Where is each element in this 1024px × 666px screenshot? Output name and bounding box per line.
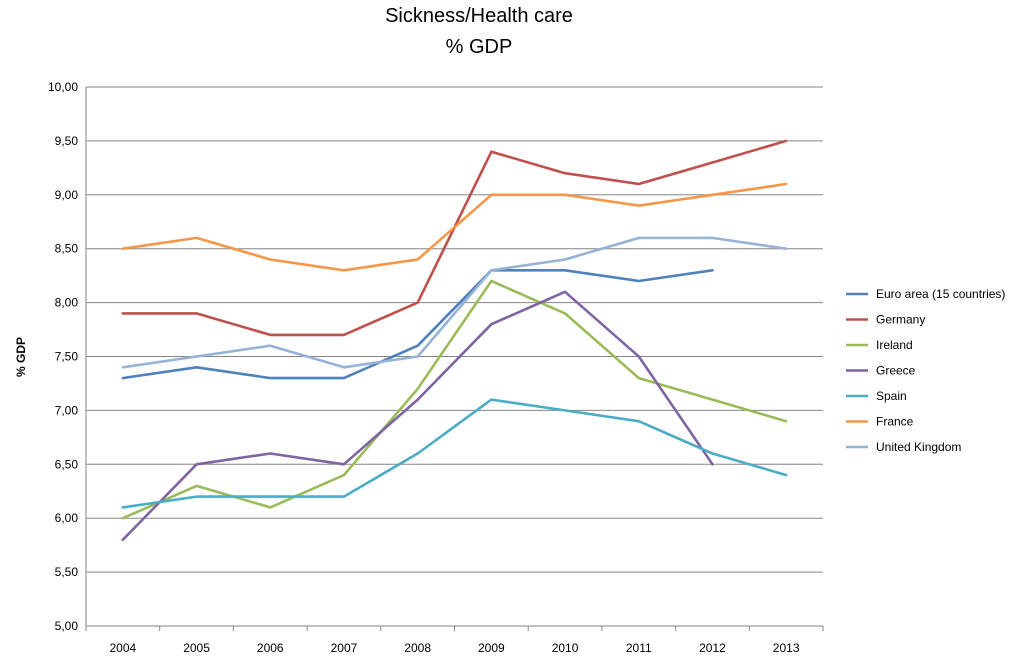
series-line <box>121 398 788 509</box>
x-tick-label: 2009 <box>478 641 505 655</box>
legend-label: Spain <box>876 389 907 403</box>
x-tick-label: 2007 <box>331 641 358 655</box>
legend-label: France <box>876 415 914 429</box>
legend-label: Euro area (15 countries) <box>876 287 1005 301</box>
y-tick-label: 9,50 <box>55 134 79 148</box>
y-tick-label: 9,00 <box>55 188 79 202</box>
series-line <box>121 236 788 369</box>
x-tick-label: 2013 <box>773 641 800 655</box>
y-tick-label: 5,00 <box>55 619 79 633</box>
y-axis-ticks: 5,00 5,50 6,00 6,50 7,00 7,50 8,00 8,50 9,00 9,50… <box>48 80 78 633</box>
legend-label: Germany <box>876 313 925 327</box>
x-tick-label: 2008 <box>404 641 431 655</box>
legend-label: Ireland <box>876 338 913 352</box>
y-tick-label: 8,50 <box>55 242 79 256</box>
legend: Euro area (15 countries) Germany Ireland Gr… <box>846 287 1005 454</box>
y-tick-label: 6,00 <box>55 511 79 525</box>
x-tick-label: 2012 <box>699 641 726 655</box>
x-tick-label: 2006 <box>257 641 284 655</box>
y-tick-label: 7,50 <box>55 350 79 364</box>
chart-title: Sickness/Health care <box>385 5 573 27</box>
legend-label: Greece <box>876 364 916 378</box>
series-line <box>121 279 788 520</box>
y-tick-label: 5,50 <box>55 565 79 579</box>
y-axis-label: % GDP <box>14 337 28 377</box>
series-line <box>121 290 714 542</box>
x-tick-label: 2004 <box>109 641 136 655</box>
y-tick-label: 8,00 <box>55 296 79 310</box>
y-tick-label: 7,00 <box>55 403 79 417</box>
legend-label: United Kingdom <box>876 440 961 454</box>
x-tick-label: 2005 <box>183 641 210 655</box>
x-tick-label: 2011 <box>626 641 652 655</box>
series-lines <box>121 139 788 542</box>
series-line <box>121 182 788 272</box>
series-line <box>121 269 714 380</box>
x-tick-label: 2010 <box>552 641 579 655</box>
y-tick-label: 6,50 <box>55 457 79 471</box>
chart-subtitle: % GDP <box>446 36 513 58</box>
x-axis-ticks: 2004 2005 2006 2007 2008 2009 2010 2011 2012 2013 <box>85 626 824 655</box>
y-tick-label: 10,00 <box>48 80 78 94</box>
gridlines <box>86 86 823 627</box>
